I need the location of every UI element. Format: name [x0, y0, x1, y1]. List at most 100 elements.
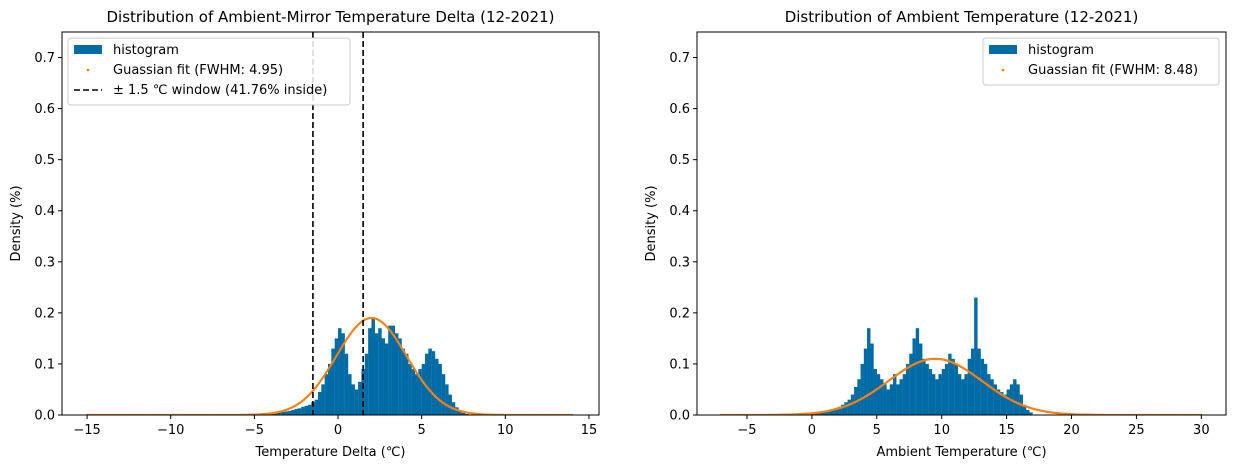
histogram-bar: [951, 358, 955, 415]
histogram-bar: [1029, 412, 1033, 415]
histogram-bar: [401, 348, 406, 415]
axes-frame: [61, 31, 600, 416]
histogram-bar: [388, 325, 392, 415]
x-tick-label: 20: [1063, 423, 1080, 438]
histogram-bar: [970, 348, 975, 415]
histogram-bar: [354, 389, 359, 415]
histogram-bar: [341, 333, 345, 415]
histogram-bar: [886, 389, 890, 415]
x-axis-label: Temperature Delta (℃): [254, 445, 405, 460]
histogram-bar: [287, 410, 292, 415]
histogram-bar: [314, 399, 319, 415]
histogram-bar: [304, 405, 309, 415]
histogram-bar: [1006, 389, 1011, 415]
histogram-bar: [990, 379, 994, 415]
histogram-bar: [368, 328, 372, 415]
histogram-bar: [876, 374, 881, 415]
histogram-bar: [364, 353, 369, 415]
histogram-bar: [974, 297, 978, 415]
x-tick-label: 5: [418, 423, 426, 438]
histogram-bar: [847, 399, 851, 415]
histogram-bar: [850, 394, 855, 415]
histogram-bar: [954, 363, 959, 415]
x-tick-label: −5: [737, 423, 756, 438]
histogram-bar: [834, 407, 839, 415]
legend-swatch-gaussian: [86, 68, 90, 72]
y-axis-label: Density (%): [644, 185, 659, 261]
histogram-bar: [964, 374, 968, 415]
histogram-bar: [294, 408, 299, 415]
histogram-bar: [1016, 384, 1020, 415]
histogram-bar: [381, 338, 386, 415]
y-tick-label: 0.6: [34, 102, 55, 117]
histogram-bar: [281, 411, 285, 415]
histogram-bar: [883, 384, 887, 415]
histogram-bar: [331, 348, 335, 415]
histogram-bar: [938, 374, 942, 415]
histogram-bar: [455, 407, 459, 415]
legend-swatch-histogram: [989, 45, 1017, 54]
histogram-bar: [941, 369, 946, 415]
histogram-bar: [870, 343, 874, 415]
chart-panel-1: −15 −10 −5 0 5 10 15 0.0 0.1 0.2 0.3 0.4 0.5 0.6 0.7 Di…: [9, 8, 600, 460]
histogram-bar: [441, 374, 446, 415]
y-tick-label: 0.4: [669, 204, 690, 219]
histogram-bar: [418, 369, 422, 415]
x-tick-label: 5: [873, 423, 881, 438]
y-tick-label: 0.0: [669, 409, 690, 424]
histogram-bar: [818, 412, 822, 415]
histogram-bar: [889, 384, 894, 415]
y-tick-label: 0.1: [34, 357, 55, 372]
histogram-bar: [277, 412, 282, 415]
legend-frame: [982, 37, 1220, 86]
histogram-bar: [902, 374, 907, 415]
histogram-bar: [922, 358, 926, 415]
histogram-bar: [841, 404, 845, 415]
histogram-bar: [824, 410, 829, 415]
histogram-bar: [297, 408, 302, 415]
legend-label: Guassian fit (FWHM: 8.48): [1028, 63, 1198, 78]
histogram-bar: [957, 374, 962, 415]
histogram-bar: [321, 384, 325, 415]
x-tick-label: 10: [497, 423, 514, 438]
histogram-bar: [411, 369, 416, 415]
histogram-bar: [1022, 404, 1027, 415]
x-tick-label: 30: [1193, 423, 1210, 438]
histogram-bar: [899, 379, 903, 415]
histogram-bar: [371, 317, 375, 415]
histogram-bar: [348, 374, 352, 415]
histogram-bar: [378, 328, 382, 415]
histogram-bar: [408, 363, 412, 415]
histogram-bar: [428, 348, 432, 415]
histogram-series: [254, 317, 469, 415]
histogram-bar: [1013, 379, 1017, 415]
histogram-bar: [398, 338, 402, 415]
legend-label: histogram: [113, 43, 179, 58]
histogram-bar: [334, 338, 339, 415]
legend-swatch-histogram: [74, 45, 102, 54]
x-tick-label: 0: [808, 423, 816, 438]
y-tick-label: 0.1: [669, 357, 690, 372]
histogram-bar: [438, 363, 442, 415]
chart-panel-2: −5 0 5 10 15 20 25 30 0.0 0.1 0.2 0.3 0.4 0.5 0.6 0.7 Di…: [644, 8, 1227, 460]
histogram-bar: [915, 328, 920, 415]
legend: histogram Guassian fit (FWHM: 8.48): [982, 37, 1220, 86]
histogram-bar: [317, 392, 322, 415]
histogram-bar: [821, 411, 826, 415]
histogram-bar: [977, 348, 981, 415]
histogram-bar: [284, 411, 288, 415]
plot-area: [719, 297, 1203, 415]
legend-swatch-gaussian: [1001, 68, 1005, 72]
histogram-bar: [327, 363, 332, 415]
histogram-bar: [893, 374, 897, 415]
histogram-bar: [996, 389, 1001, 415]
histogram-bar: [831, 408, 835, 415]
histogram-bar: [431, 351, 436, 415]
histogram-bar: [928, 369, 933, 415]
legend-label: ± 1.5 ℃ window (41.76% inside): [113, 83, 327, 98]
y-tick-label: 0.7: [669, 51, 690, 66]
x-axis-label: Ambient Temperature (℃): [876, 445, 1046, 460]
y-tick-label: 0.4: [34, 204, 55, 219]
histogram-bar: [925, 363, 929, 415]
